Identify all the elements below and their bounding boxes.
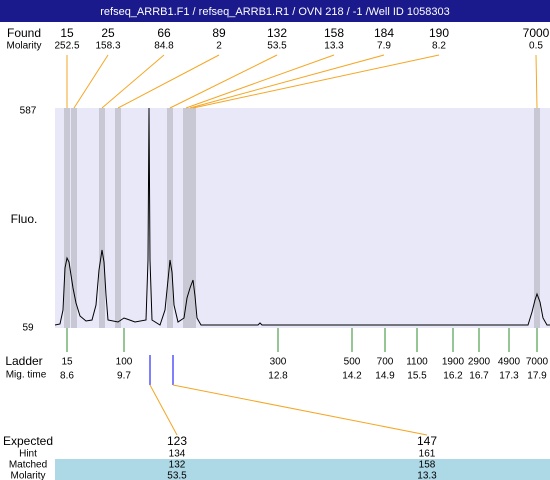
- connector: [172, 384, 428, 436]
- cell-matched: 132: [169, 460, 186, 471]
- found-size: 25: [101, 26, 115, 40]
- found-size: 89: [212, 26, 226, 40]
- row-label: Matched: [9, 460, 47, 471]
- ladder-size: 500: [344, 357, 361, 368]
- cell-molarity: 53.5: [167, 471, 187, 480]
- cell-matched: 158: [419, 460, 436, 471]
- trace: [54, 107, 550, 326]
- y-label: Fluo.: [11, 212, 38, 226]
- peak-connector: [192, 54, 440, 109]
- found-size: 190: [429, 26, 449, 40]
- found-molarity: 8.2: [432, 41, 446, 52]
- found-molarity: 252.5: [54, 41, 79, 52]
- peak-connector: [101, 54, 165, 109]
- found-molarity: 84.8: [154, 41, 174, 52]
- found-molarity: 13.3: [324, 41, 344, 52]
- peak-connector: [189, 54, 385, 109]
- found-molarity: 53.5: [267, 41, 287, 52]
- found-size: 158: [324, 26, 344, 40]
- row-label: Molarity: [10, 471, 45, 480]
- found-size: 132: [267, 26, 287, 40]
- cell-molarity: 13.3: [417, 471, 437, 480]
- ladder-size: 7000: [526, 357, 549, 368]
- cell-expected: 147: [417, 434, 437, 448]
- ladder-size: 4900: [498, 357, 521, 368]
- connector: [149, 384, 178, 436]
- ladder-size: 15: [61, 357, 73, 368]
- row-label: Expected: [3, 434, 53, 448]
- mig-label: Mig. time: [6, 370, 47, 381]
- peak-band: [534, 108, 540, 328]
- title-bar: [0, 0, 550, 22]
- matched-rows: [55, 459, 550, 480]
- mig-time: 16.7: [469, 371, 489, 382]
- mig-time: 14.9: [375, 371, 395, 382]
- ladder-size: 1100: [406, 357, 428, 368]
- found-size: 15: [60, 26, 74, 40]
- ladder-size: 2900: [468, 357, 491, 368]
- peak-connector: [169, 54, 278, 109]
- title: refseq_ARRB1.F1 / refseq_ARRB1.R1 / OVN …: [100, 6, 450, 18]
- mig-time: 9.7: [117, 371, 131, 382]
- mig-time: 12.8: [268, 371, 288, 382]
- ladder-size: 100: [116, 357, 133, 368]
- peak-connector: [535, 54, 538, 109]
- peak-connector: [185, 54, 335, 109]
- peak-band: [99, 108, 105, 328]
- found-size: 66: [157, 26, 171, 40]
- ladder-size: 700: [377, 357, 394, 368]
- found-size: 184: [374, 26, 394, 40]
- ladder-size: 300: [270, 357, 287, 368]
- mig-time: 17.9: [527, 371, 547, 382]
- cell-hint: 161: [419, 449, 436, 460]
- peak-connector: [117, 54, 220, 109]
- mig-time: 14.2: [342, 371, 362, 382]
- found-molarity: 2: [216, 41, 222, 52]
- cell-expected: 123: [167, 434, 187, 448]
- mig-time: 8.6: [60, 371, 74, 382]
- cell-hint: 134: [169, 449, 186, 460]
- y-bottom: 59: [22, 323, 34, 334]
- found-label: Found: [7, 26, 41, 40]
- peak-band: [64, 108, 70, 328]
- peak-band: [71, 108, 77, 328]
- ladder-label: Ladder: [5, 354, 42, 368]
- found-molarity: 0.5: [529, 41, 543, 52]
- peak-band: [167, 108, 173, 328]
- mig-time: 15.5: [407, 371, 427, 382]
- found-molarity: 7.9: [377, 41, 391, 52]
- peak-band: [115, 108, 121, 328]
- mig-time: 16.2: [443, 371, 463, 382]
- row-label: Hint: [19, 449, 37, 460]
- plot-area: [55, 108, 550, 328]
- found-molarity: 158.3: [95, 41, 120, 52]
- ladder-size: 1900: [442, 357, 465, 368]
- peak-band: [190, 108, 196, 328]
- y-top: 587: [20, 106, 37, 117]
- peak-connector: [73, 54, 109, 109]
- peak-band: [183, 108, 189, 328]
- mig-time: 17.3: [499, 371, 519, 382]
- found-size: 7000: [523, 26, 550, 40]
- molarity-label: Molarity: [6, 41, 41, 52]
